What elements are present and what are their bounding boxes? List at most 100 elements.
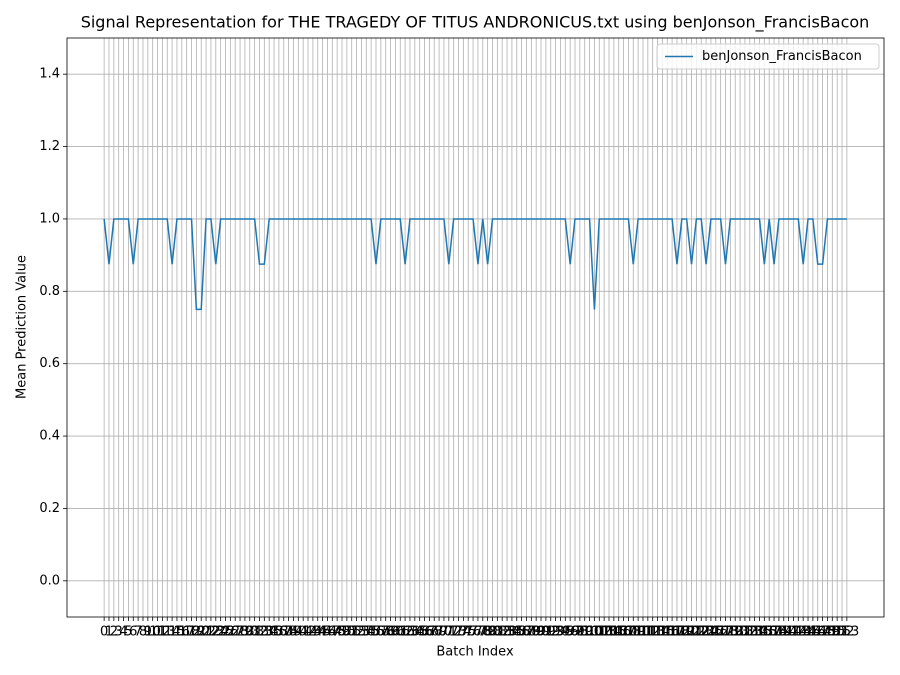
legend: benJonson_FrancisBacon (656, 43, 880, 70)
x-tick-label: 138 (762, 625, 787, 640)
x-tick-label: 127 (708, 625, 733, 640)
x-tick-label: 118 (665, 625, 690, 640)
x-tick-label: 96 (562, 625, 579, 640)
x-tick-label: 106 (606, 625, 631, 640)
x-tick-label: 18 (183, 625, 200, 640)
x-tick-label: 63 (402, 625, 419, 640)
x-tick-label: 23 (208, 625, 225, 640)
x-tick-label: 113 (640, 625, 665, 640)
x-tick-label: 144 (791, 625, 816, 640)
x-tick-label: 149 (815, 625, 840, 640)
x-tick-label: 84 (504, 625, 521, 640)
x-tick-label: 59 (382, 625, 399, 640)
x-tick-label: 56 (368, 625, 385, 640)
x-tick-label: 89 (528, 625, 545, 640)
legend-box (656, 43, 880, 70)
x-tick-label: 20 (193, 625, 210, 640)
y-tick-label: 0.0 (39, 573, 60, 588)
x-tick-label: 61 (392, 625, 409, 640)
x-tick-label: 86 (513, 625, 530, 640)
x-tick-label: 132 (733, 625, 758, 640)
x-tick-label: 134 (742, 625, 767, 640)
x-tick-label: 11 (149, 625, 166, 640)
x-tick-label: 66 (416, 625, 433, 640)
x-tick-label: 60 (387, 625, 404, 640)
x-tick-label: 80 (484, 625, 501, 640)
x-tick-label: 39 (285, 625, 302, 640)
x-tick-label: 67 (421, 625, 438, 640)
x-tick-label: 152 (830, 625, 855, 640)
x-tick-label: 62 (397, 625, 414, 640)
x-tick-label: 49 (334, 625, 351, 640)
y-tick-label: 1.2 (39, 139, 60, 154)
x-tick-label: 100 (577, 625, 602, 640)
x-tick-label: 7 (134, 625, 142, 640)
x-tick-label: 98 (572, 625, 589, 640)
x-tick-label: 22 (203, 625, 220, 640)
x-tick-label: 14 (164, 625, 181, 640)
x-tick-label: 29 (237, 625, 254, 640)
x-tick-label: 52 (348, 625, 365, 640)
x-tick-label: 72 (445, 625, 462, 640)
x-tick-label: 116 (655, 625, 680, 640)
x-tick-label: 83 (499, 625, 516, 640)
y-tick-label: 1.0 (39, 211, 60, 226)
x-tick-label: 82 (494, 625, 511, 640)
x-tick-label: 51 (343, 625, 360, 640)
x-tick-label: 32 (251, 625, 268, 640)
x-tick-label: 48 (329, 625, 346, 640)
x-tick-label: 150 (820, 625, 845, 640)
x-tick-label: 6 (129, 625, 137, 640)
x-tick-label: 65 (411, 625, 428, 640)
x-tick-label: 36 (271, 625, 288, 640)
x-tick-label: 27 (227, 625, 244, 640)
x-tick-label: 115 (650, 625, 675, 640)
x-tick-label: 107 (611, 625, 636, 640)
y-tick-label: 0.8 (39, 284, 60, 299)
x-tick-label: 68 (426, 625, 443, 640)
x-tick-label: 26 (222, 625, 239, 640)
x-tick-label: 78 (475, 625, 492, 640)
x-tick-label: 139 (766, 625, 791, 640)
x-tick-label: 28 (232, 625, 249, 640)
x-tick-label: 16 (174, 625, 191, 640)
x-tick-label: 24 (212, 625, 229, 640)
x-tick-label: 75 (460, 625, 477, 640)
x-tick-label: 151 (825, 625, 850, 640)
x-tick-label: 40 (290, 625, 307, 640)
x-tick-label: 30 (241, 625, 258, 640)
x-tick-label: 136 (752, 625, 777, 640)
x-tick-label: 130 (723, 625, 748, 640)
x-tick-label: 101 (582, 625, 607, 640)
x-tick-label: 73 (450, 625, 467, 640)
x-tick-label: 145 (796, 625, 821, 640)
x-tick-label: 95 (557, 625, 574, 640)
x-tick-label: 92 (542, 625, 559, 640)
x-tick-label: 90 (533, 625, 550, 640)
x-tick-label: 109 (621, 625, 646, 640)
x-tick-label: 111 (631, 625, 656, 640)
x-tick-label: 128 (713, 625, 738, 640)
x-tick-label: 114 (645, 625, 670, 640)
x-tick-label: 81 (489, 625, 506, 640)
x-tick-label: 19 (188, 625, 205, 640)
x-tick-label: 110 (626, 625, 651, 640)
x-tick-label: 55 (363, 625, 380, 640)
x-tick-label: 137 (757, 625, 782, 640)
x-tick-label: 21 (198, 625, 215, 640)
x-tick-label: 119 (669, 625, 694, 640)
x-tick-label: 146 (800, 625, 825, 640)
x-tick-label: 140 (771, 625, 796, 640)
x-tick-label: 77 (470, 625, 487, 640)
x-tick-label: 147 (805, 625, 830, 640)
x-tick-label: 4 (119, 625, 127, 640)
x-tick-label: 103 (592, 625, 617, 640)
data-line (103, 218, 847, 311)
x-tick-label: 15 (169, 625, 186, 640)
x-tick-label: 93 (547, 625, 564, 640)
x-tick-label: 2 (110, 625, 118, 640)
x-axis-label: Batch Index (436, 645, 514, 660)
x-tick-label: 141 (776, 625, 801, 640)
y-tick-label: 0.2 (39, 501, 60, 516)
